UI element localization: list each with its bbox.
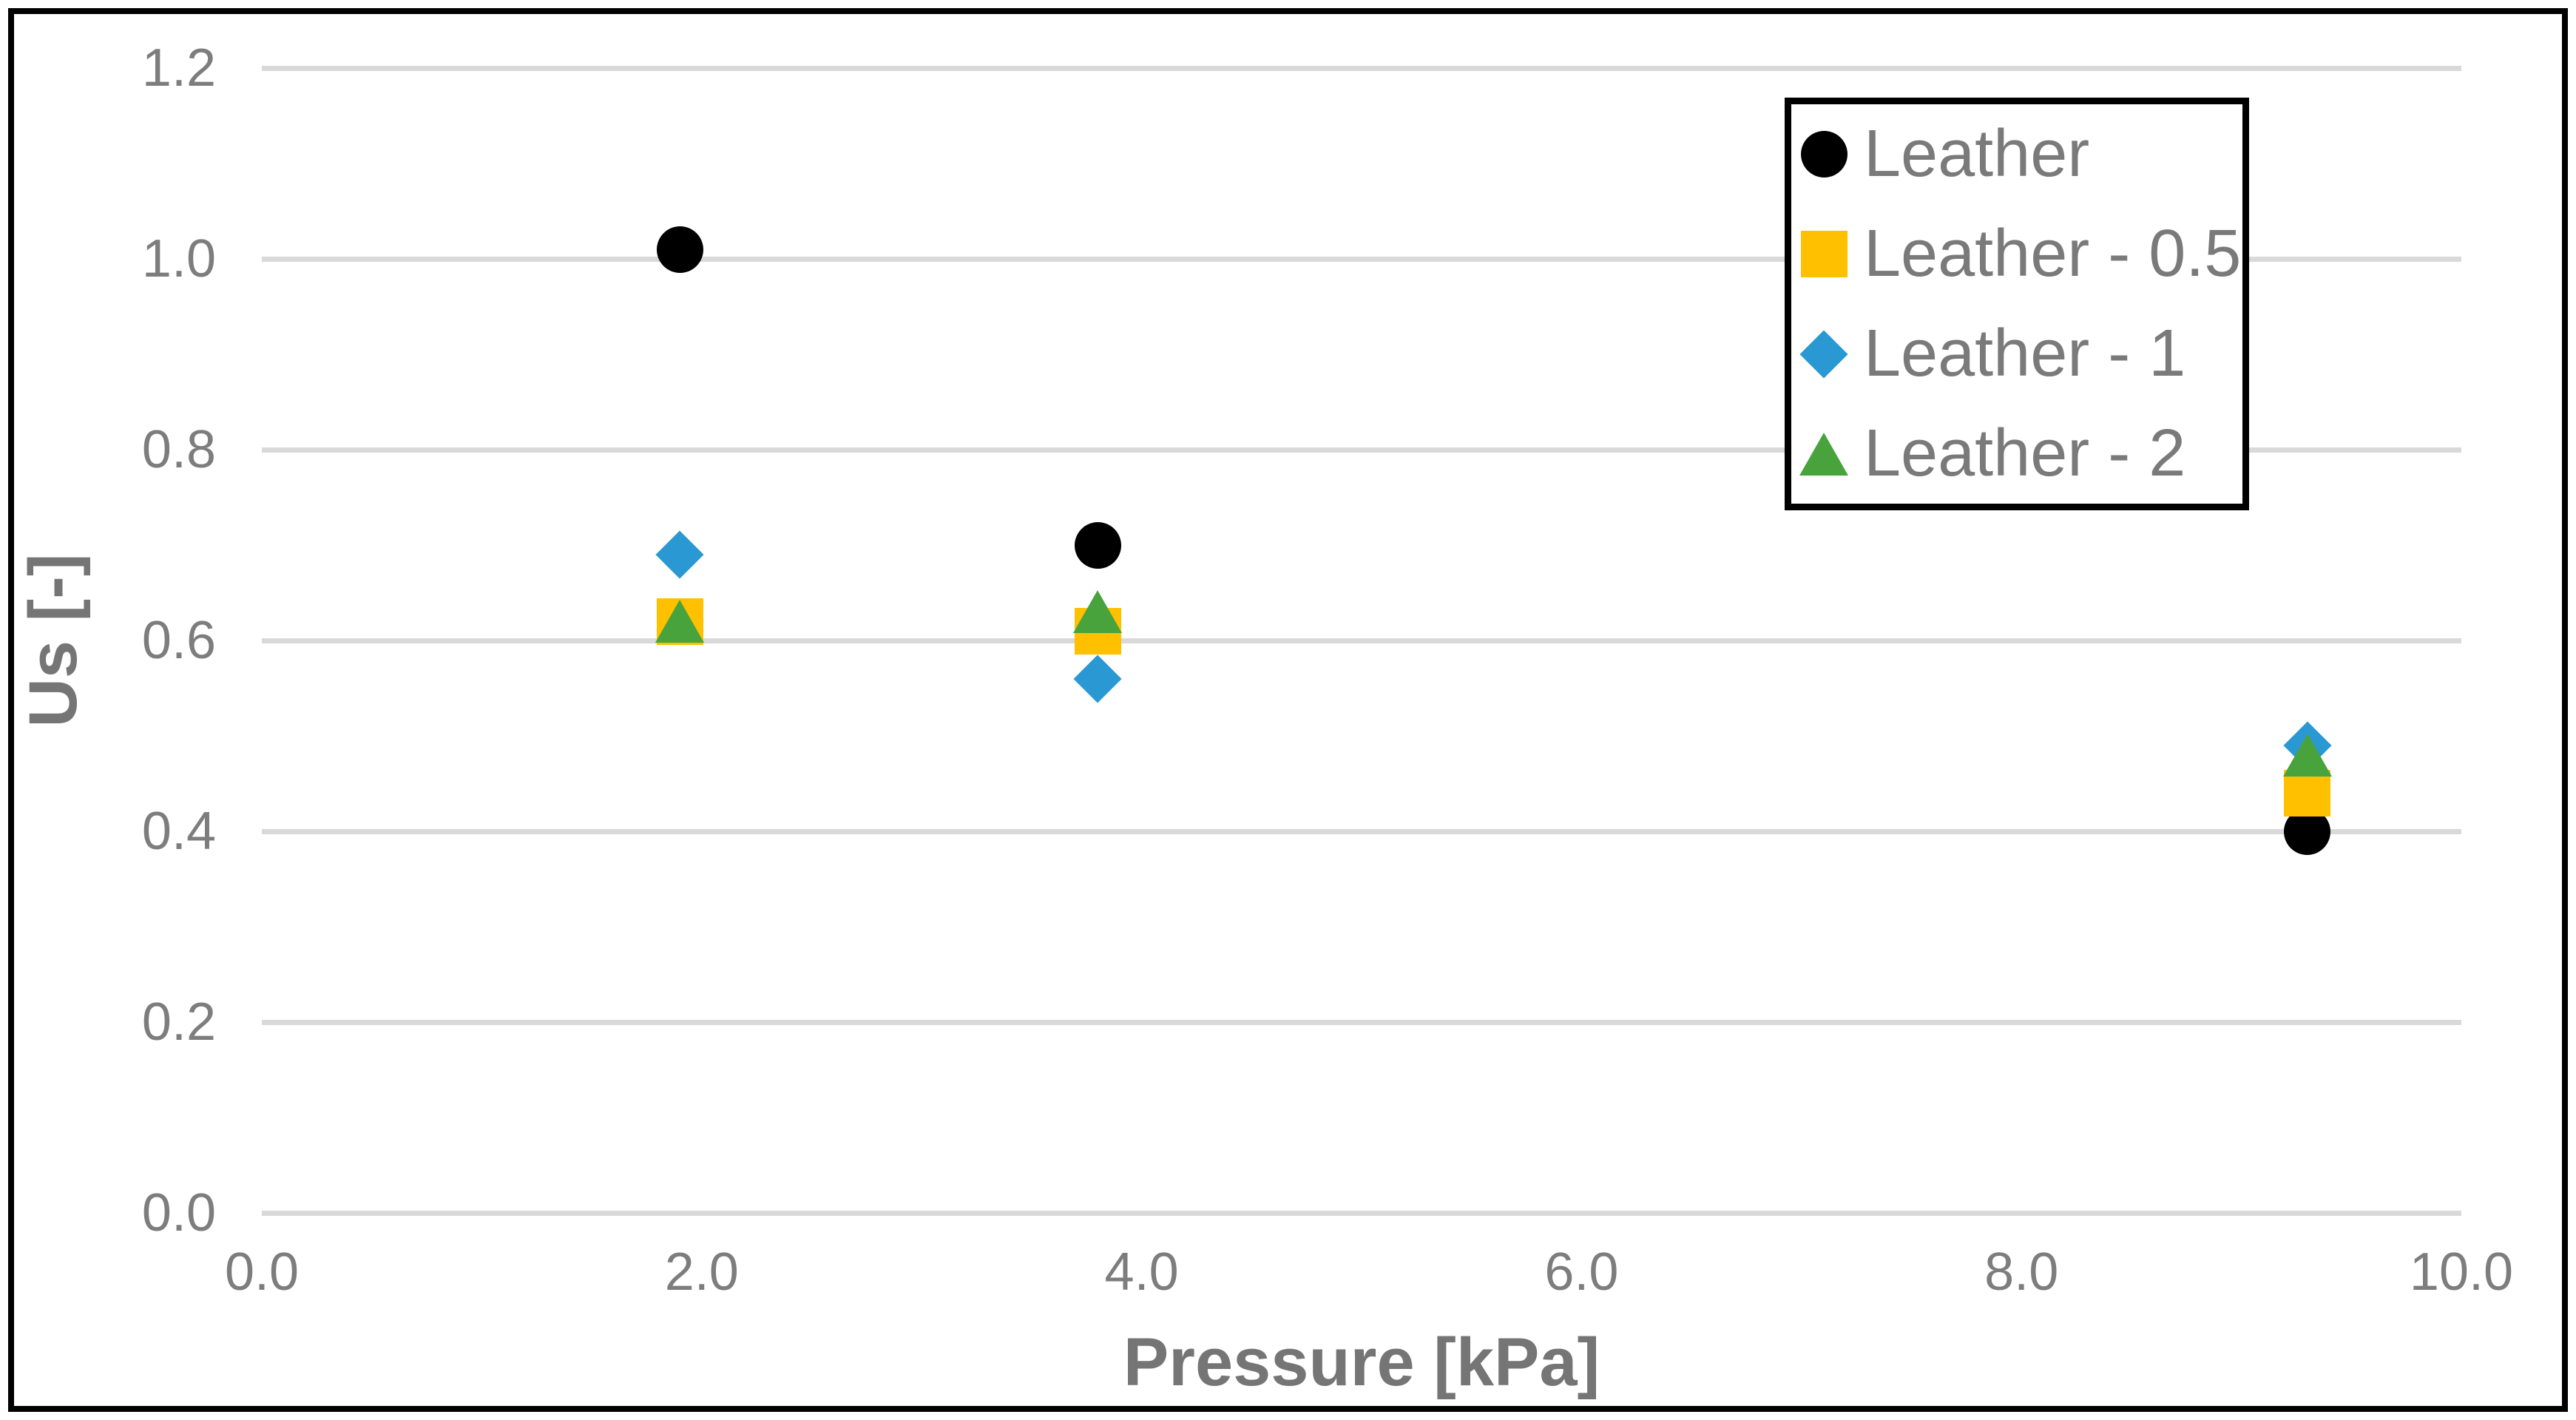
legend-label: Leather - 0.5 [1864, 217, 2242, 291]
horizontal-gridline [262, 1210, 2461, 1216]
data-point-square [2284, 769, 2331, 816]
data-point-circle [656, 226, 703, 273]
data-point-triangle [655, 600, 705, 643]
horizontal-gridline [262, 1019, 2461, 1025]
data-point-circle [1074, 521, 1121, 569]
legend-item: Leather - 0.5 [1791, 204, 2242, 304]
legend-marker-holder [1799, 329, 1848, 379]
horizontal-gridline [262, 256, 2461, 262]
x-tick-label: 2.0 [664, 1242, 739, 1302]
data-point-diamond [655, 530, 704, 579]
horizontal-gridline [262, 65, 2461, 71]
y-tick-label: 0.6 [141, 611, 216, 670]
legend-label: Leather - 2 [1864, 416, 2186, 490]
legend-marker-holder [1800, 231, 1848, 278]
y-tick-label: 1.0 [141, 229, 216, 288]
legend-label: Leather [1864, 117, 2090, 191]
x-tick-label: 6.0 [1544, 1242, 1619, 1302]
data-point-triangle [2282, 733, 2332, 777]
legend-label: Leather - 1 [1864, 317, 2186, 390]
legend-item: Leather [1791, 104, 2242, 204]
y-tick-label: 0.4 [141, 802, 216, 861]
legend: Leather Leather - 0.5 Leather - 1 Leather -… [1785, 98, 2249, 510]
legend-marker-holder [1799, 430, 1848, 478]
y-tick-label: 0.8 [141, 420, 216, 479]
x-tick-label: 4.0 [1104, 1242, 1179, 1302]
data-point-diamond [1073, 655, 1122, 703]
x-tick-label: 0.0 [224, 1242, 300, 1302]
legend-diamond-marker [1799, 329, 1848, 379]
x-tick-label: 10.0 [2409, 1242, 2514, 1302]
x-tick-label: 8.0 [1984, 1242, 2059, 1302]
legend-item: Leather - 2 [1791, 404, 2242, 504]
legend-square-marker [1800, 231, 1848, 277]
data-point-triangle [1073, 590, 1123, 634]
y-tick-label: 1.2 [141, 38, 216, 98]
legend-triangle-marker [1799, 432, 1848, 476]
legend-circle-marker [1800, 131, 1848, 178]
legend-item: Leather - 1 [1791, 304, 2242, 404]
horizontal-gridline [262, 447, 2461, 453]
horizontal-gridline [262, 638, 2461, 643]
legend-marker-holder [1800, 131, 1848, 178]
y-tick-label: 0.2 [141, 993, 216, 1052]
y-axis-title: Us [-] [16, 553, 91, 728]
y-tick-label: 0.0 [141, 1183, 216, 1242]
x-axis-title: Pressure [kPa] [1123, 1325, 1600, 1400]
horizontal-gridline [262, 828, 2461, 834]
